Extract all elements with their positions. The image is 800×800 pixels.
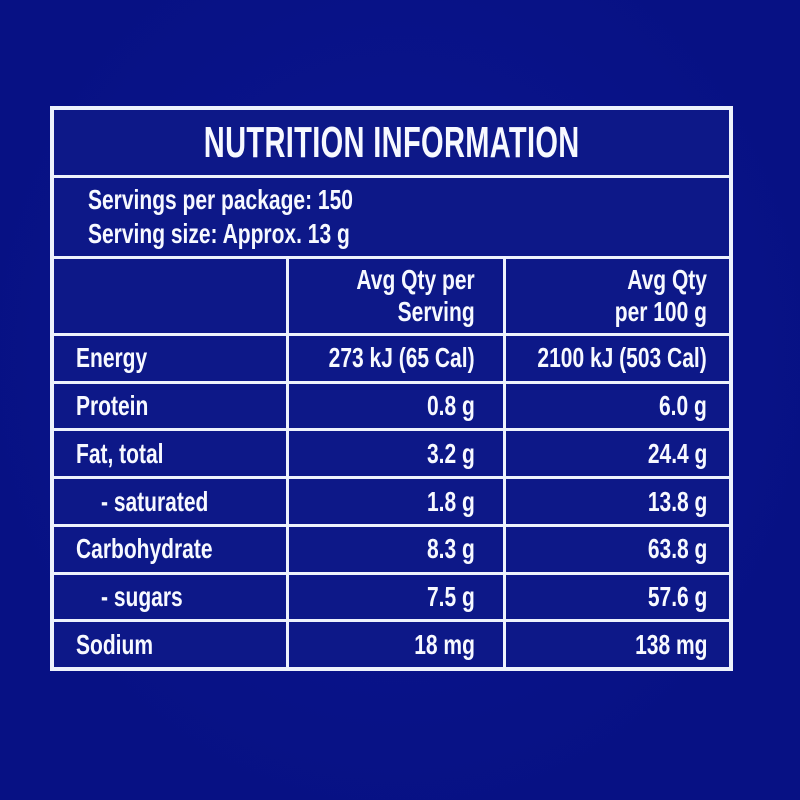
header-cell-per-serving: Avg Qty per Serving	[286, 259, 503, 333]
panel-title-row: NUTRITION INFORMATION	[54, 110, 729, 178]
nutrient-label: Sodium	[76, 628, 154, 660]
per-serving-value: 273 kJ (65 Cal)	[329, 342, 475, 374]
header-cell-nutrient	[54, 259, 286, 333]
per-100g-value: 13.8 g	[647, 485, 707, 517]
nutrient-label: Fat, total	[76, 437, 164, 469]
panel-title: NUTRITION INFORMATION	[203, 117, 580, 167]
table-row: - saturated 1.8 g 13.8 g	[54, 479, 729, 527]
per-100g-value: 2100 kJ (503 Cal)	[537, 342, 707, 374]
serving-info-section: Servings per package: 150 Serving size: …	[54, 178, 729, 259]
nutrient-label: - saturated	[101, 485, 209, 517]
per-100g-value: 57.6 g	[647, 580, 707, 612]
per-100g-value: 24.4 g	[647, 437, 707, 469]
header-cell-per-100g: Avg Qty per 100 g	[503, 259, 729, 333]
table-row: Energy 273 kJ (65 Cal) 2100 kJ (503 Cal)	[54, 336, 729, 384]
per-100g-header-line2: per 100 g	[614, 296, 707, 327]
table-row: Protein 0.8 g 6.0 g	[54, 383, 729, 432]
table-row: Fat, total 3.2 g 24.4 g	[54, 431, 729, 480]
per-100g-value: 6.0 g	[659, 390, 707, 422]
table-row: - sugars 7.5 g 57.6 g	[54, 574, 729, 623]
servings-per-package-text: Servings per package: 150	[88, 184, 353, 215]
per-100g-header-line1: Avg Qty	[627, 264, 707, 295]
nutrient-label: Energy	[76, 342, 148, 374]
per-100g-value: 138 mg	[634, 628, 707, 660]
table-header-row: Avg Qty per Serving Avg Qty per 100 g	[54, 259, 729, 336]
table-row: Sodium 18 mg 138 mg	[54, 622, 729, 668]
per-serving-value: 8.3 g	[427, 533, 475, 565]
per-serving-value: 7.5 g	[427, 580, 475, 612]
nutrient-label: - sugars	[101, 580, 183, 612]
per-100g-value: 63.8 g	[647, 533, 707, 565]
per-serving-value: 3.2 g	[427, 437, 475, 469]
per-serving-header-line2: Serving	[397, 296, 475, 327]
nutrition-panel: NUTRITION INFORMATION Servings per packa…	[50, 106, 733, 671]
serving-size-text: Serving size: Approx. 13 g	[88, 218, 350, 249]
per-serving-value: 1.8 g	[427, 485, 475, 517]
per-serving-header-line1: Avg Qty per	[356, 264, 475, 295]
per-serving-value: 18 mg	[414, 628, 475, 660]
per-serving-value: 0.8 g	[427, 390, 475, 422]
nutrient-label: Carbohydrate	[76, 533, 213, 565]
table-row: Carbohydrate 8.3 g 63.8 g	[54, 526, 729, 575]
nutrient-label: Protein	[76, 390, 149, 422]
